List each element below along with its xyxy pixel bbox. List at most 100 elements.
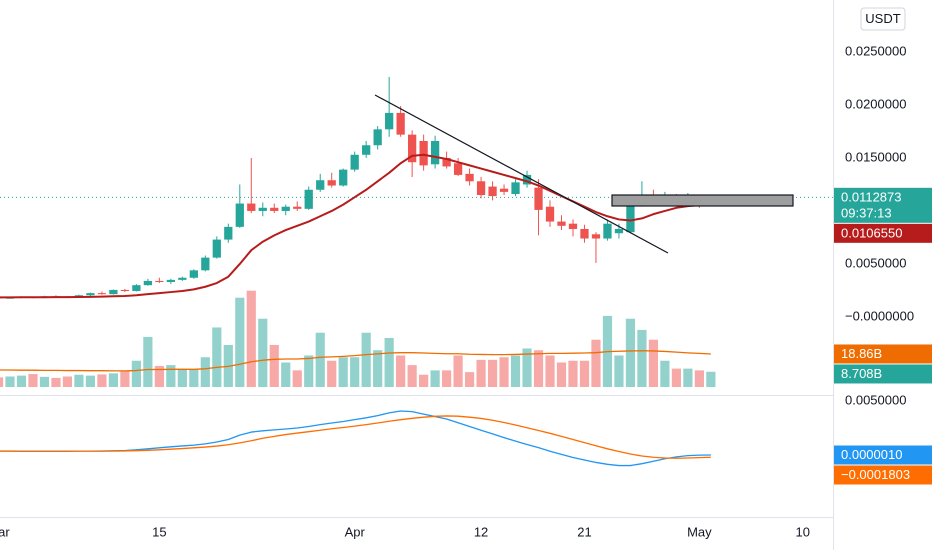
candle-body [614,228,624,234]
candle-body [281,206,290,211]
x-tick-label: 12 [474,524,488,539]
volume-bar [235,297,245,387]
price-tag [834,445,932,465]
candle-body [155,280,164,282]
volume-bar [361,332,371,387]
volume-bars [0,290,716,387]
volume-bar [212,327,222,387]
candle-body [591,234,601,239]
volume-bar [315,332,325,387]
volume-bar [522,348,532,387]
candle-body [626,204,635,233]
candle-body [373,129,382,146]
candle-body [465,173,474,182]
volume-bar [51,377,61,387]
volume-bar [281,362,291,387]
price-tag-label: 0.0106550 [841,225,902,240]
trend-line [374,94,669,254]
volume-bar [648,339,659,387]
candle-body [143,280,153,286]
price-tag-label: 0.0000010 [841,447,902,462]
candle-body [396,112,405,135]
y-tick-label: −0.0000000 [845,308,914,323]
price-tag [834,344,932,364]
y-tick-label: 0.0150000 [845,149,906,164]
candle-body [488,186,497,197]
volume-bar [16,375,27,387]
volume-moving-average [0,350,711,372]
price-tag [834,187,932,223]
volume-bar [694,370,704,387]
candle-body [339,169,348,186]
volume-bar [442,370,452,387]
volume-bar [28,374,38,387]
price-tag-label: 18.86B [841,346,882,361]
volume-bar [304,355,314,387]
volume-bar [396,355,406,387]
candle-body [568,223,578,229]
volume-bar [637,329,647,387]
x-tick-label: Apr [345,524,366,539]
candle-body [327,180,336,186]
volume-bar [39,376,50,387]
volume-bar [143,336,153,387]
frame [0,0,834,550]
volume-bar [0,377,4,387]
volume-bar [464,372,475,387]
volume-bar [154,365,164,387]
price-tag [834,364,932,384]
y-tick-label: 0.0050000 [845,392,906,407]
volume-bar [189,369,199,387]
volume-bar [62,376,73,387]
candle-body [270,207,279,211]
candle-body [534,187,543,210]
x-tick-label: 15 [152,524,166,539]
candle-body [580,228,589,239]
candle-body [258,207,267,211]
volume-bar [545,355,555,387]
candle-body [235,203,244,227]
candle-body [557,221,566,226]
volume-ma-layer [0,350,711,372]
candle-body [247,203,256,211]
price-tag-label: 09:37:13 [841,205,892,220]
volume-bar [533,350,544,387]
candle-body [189,270,198,278]
currency-label: USDT [865,11,900,26]
candle-body [178,277,187,280]
volume-bar [269,344,279,387]
volume-bar [74,374,84,387]
volume-bar [407,365,417,387]
candle-body [293,206,302,209]
candle-body [511,182,520,195]
candle-body [499,188,509,192]
candle-body [109,289,118,295]
moving-average [0,153,711,299]
drawings [374,94,794,254]
volume-bar [419,374,429,387]
volume-bar [5,376,15,387]
candle-body [603,223,612,239]
volume-bar [338,357,348,387]
volume-bar [660,360,670,387]
x-tick-label: Mar [0,524,10,539]
currency-button[interactable] [860,7,906,31]
volume-bar [85,375,96,387]
volume-bar [430,370,440,387]
volume-bar [166,365,176,387]
indicator-line [0,415,711,459]
volume-bar [373,350,383,387]
volume-bar [614,355,624,387]
candle-body [86,293,95,296]
range-box [611,194,794,207]
candle-body [212,239,221,258]
x-tick-label: 21 [577,524,591,539]
y-tick-label: 0.0050000 [845,255,906,270]
volume-bar [258,318,268,387]
candle-body [419,140,428,166]
price-axis: USDT 0.0250000 0.0200000 0.0150000 0.005000… [0,7,932,539]
candle-body [442,157,451,167]
volume-bar [327,360,337,387]
